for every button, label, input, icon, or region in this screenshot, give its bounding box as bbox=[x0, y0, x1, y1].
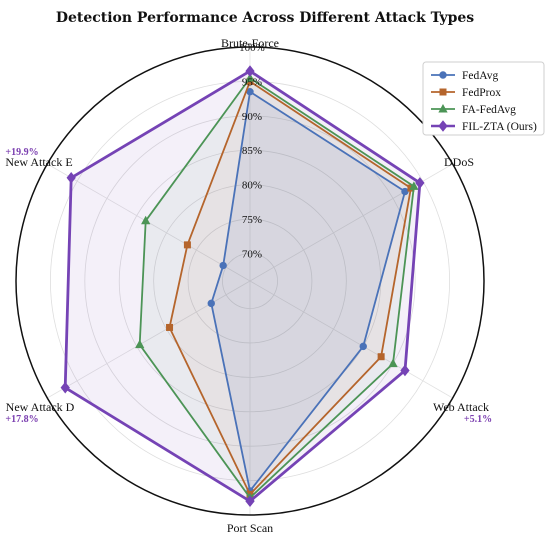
tick-label-75: 75% bbox=[242, 214, 262, 226]
tick-label-100: 100% bbox=[239, 42, 265, 54]
point-s1-5 bbox=[183, 241, 191, 249]
point-s1-2 bbox=[377, 353, 385, 361]
axis-label-1: DDoS bbox=[444, 155, 474, 169]
axis-label-3: Port Scan bbox=[227, 521, 273, 535]
legend-label-0: FedAvg bbox=[462, 70, 498, 82]
spoke-2 bbox=[249, 280, 453, 399]
series-area-3 bbox=[65, 71, 420, 502]
point-s2-4 bbox=[135, 339, 145, 349]
tick-label-70: 70% bbox=[242, 248, 262, 260]
point-s0-2 bbox=[359, 342, 367, 351]
tick-labels: 70% 75% 80% 85% 90% 95% 100% bbox=[239, 42, 265, 260]
series-layer bbox=[60, 65, 425, 508]
tick-label-85: 85% bbox=[242, 145, 262, 157]
legend-label-2: FA-FedAvg bbox=[462, 104, 516, 116]
point-s2-5 bbox=[141, 215, 151, 225]
legend-label-3: FIL-ZTA (Ours) bbox=[462, 121, 537, 133]
point-s2-1 bbox=[409, 181, 419, 190]
legend-box bbox=[422, 61, 545, 136]
point-s3-2 bbox=[400, 364, 410, 377]
point-s0-4 bbox=[207, 299, 215, 308]
legend-marker-3 bbox=[438, 120, 448, 132]
series-area-2 bbox=[139, 78, 414, 498]
point-s0-1 bbox=[401, 187, 409, 196]
legend-marker-1 bbox=[439, 88, 447, 96]
annotation-0: +19.9% bbox=[5, 147, 38, 158]
series-area-0 bbox=[211, 91, 405, 491]
axis-label-2: Web Attack bbox=[433, 400, 489, 414]
tick-label-90: 90% bbox=[242, 111, 262, 123]
point-s1-4 bbox=[166, 323, 174, 331]
point-s3-0 bbox=[245, 65, 255, 77]
annotation-1: +17.8% bbox=[5, 414, 38, 425]
chart-title: Detection Performance Across Different A… bbox=[56, 10, 474, 26]
annotation-2: +5.1% bbox=[464, 414, 492, 425]
legend-label-1: FedProx bbox=[462, 87, 501, 99]
point-s2-0 bbox=[245, 72, 255, 82]
axis-labels: Brute-Force DDoS Web Attack Port Scan New At… bbox=[5, 36, 489, 535]
point-s3-3 bbox=[245, 495, 255, 508]
axis-label-4: New Attack D bbox=[6, 400, 75, 414]
point-s0-5 bbox=[219, 261, 227, 270]
point-s3-4 bbox=[60, 381, 70, 394]
point-s2-2 bbox=[388, 358, 398, 368]
legend: FedAvg FedProx FA-FedAvg FIL-ZTA (Ours) bbox=[422, 61, 545, 136]
point-s3-5 bbox=[66, 171, 76, 184]
tick-label-80: 80% bbox=[242, 180, 262, 192]
legend-marker-0 bbox=[439, 71, 447, 79]
point-s3-1 bbox=[415, 177, 425, 189]
axis-label-5: New Attack E bbox=[5, 155, 72, 169]
outer-frame bbox=[15, 46, 485, 516]
annotations: +19.9% +17.8% +5.1% bbox=[5, 147, 492, 425]
tick-label-95: 95% bbox=[242, 76, 262, 88]
axis-label-0: Brute-Force bbox=[221, 36, 279, 50]
legend-marker-2 bbox=[438, 103, 448, 113]
spoke-4 bbox=[47, 280, 251, 399]
